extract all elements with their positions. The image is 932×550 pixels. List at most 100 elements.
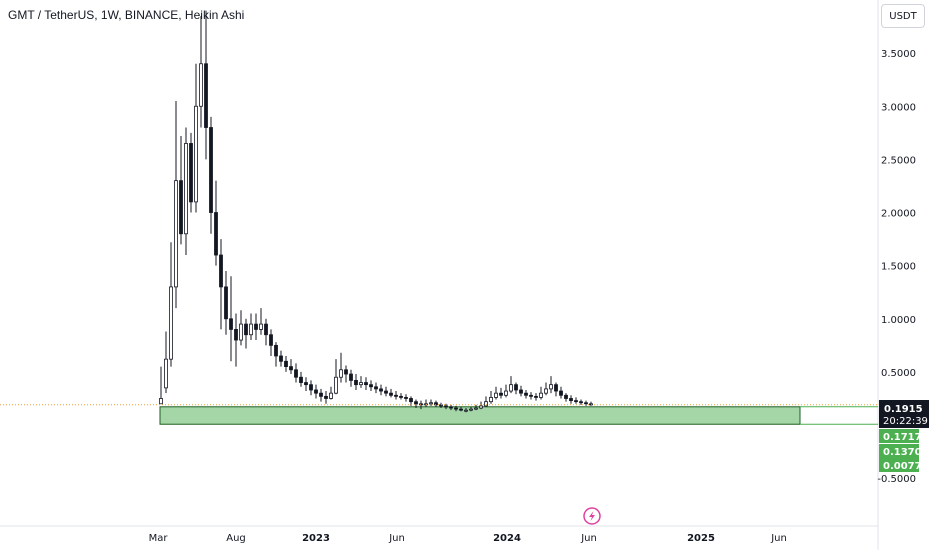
candle bbox=[174, 180, 178, 288]
candle bbox=[354, 380, 358, 386]
candle bbox=[209, 127, 213, 213]
candle bbox=[569, 398, 573, 402]
candle bbox=[489, 397, 493, 403]
candle bbox=[539, 392, 543, 398]
candle bbox=[244, 323, 248, 336]
candle bbox=[214, 212, 218, 256]
candle bbox=[279, 355, 283, 362]
price-tick-label: 1.5000 bbox=[881, 262, 916, 273]
candle bbox=[219, 254, 223, 288]
candle bbox=[199, 63, 203, 107]
candle bbox=[239, 323, 243, 341]
candle bbox=[404, 397, 408, 399]
candle bbox=[324, 395, 328, 399]
time-tick-label: 2024 bbox=[493, 533, 521, 544]
candle bbox=[189, 143, 193, 203]
candle bbox=[474, 407, 478, 410]
candle bbox=[349, 373, 353, 381]
price-axis[interactable]: 3.5000 3.0000 2.5000 2.0000 1.5000 1.0000 0.50… bbox=[877, 49, 916, 485]
candle bbox=[409, 398, 413, 403]
support-zone-layer bbox=[159, 406, 878, 425]
candle bbox=[514, 384, 518, 391]
support-zone[interactable] bbox=[159, 406, 801, 425]
candle bbox=[504, 390, 508, 396]
candle bbox=[194, 105, 198, 203]
currency-button[interactable]: USDT bbox=[881, 4, 925, 28]
candle bbox=[494, 392, 498, 398]
candle bbox=[339, 369, 343, 378]
candle bbox=[509, 384, 513, 392]
candle bbox=[254, 323, 258, 330]
candle bbox=[164, 358, 168, 389]
level-label: 0.0077 bbox=[883, 461, 922, 472]
price-tick-label: -0.5000 bbox=[877, 474, 916, 485]
candles bbox=[159, 10, 593, 413]
candle bbox=[329, 392, 333, 399]
candle bbox=[224, 286, 228, 320]
candle bbox=[249, 323, 253, 336]
candle bbox=[289, 366, 293, 371]
candle bbox=[304, 382, 308, 386]
candle bbox=[269, 334, 273, 346]
bar-countdown-label: 20:22:39 bbox=[883, 416, 928, 427]
candle bbox=[544, 388, 548, 394]
candle bbox=[334, 376, 338, 394]
candle bbox=[374, 386, 378, 390]
current-price-badge bbox=[879, 400, 929, 428]
candle bbox=[564, 394, 568, 399]
candle bbox=[344, 369, 348, 375]
chart-title: GMT / TetherUS, 1W, BINANCE, Heikin Ashi bbox=[8, 8, 245, 22]
level-badge bbox=[879, 458, 919, 472]
candle bbox=[479, 405, 483, 409]
candle bbox=[169, 286, 173, 360]
candle bbox=[444, 405, 448, 408]
candle bbox=[454, 407, 458, 410]
candle bbox=[519, 389, 523, 394]
candle bbox=[234, 329, 238, 341]
candle bbox=[359, 382, 363, 386]
level-label: 0.1370 bbox=[883, 447, 922, 458]
candle bbox=[294, 369, 298, 378]
candle bbox=[579, 401, 583, 404]
candle bbox=[464, 409, 468, 412]
time-tick-label: Jun bbox=[580, 533, 597, 544]
candle bbox=[529, 394, 533, 397]
candle bbox=[554, 384, 558, 392]
price-tick-label: 3.5000 bbox=[881, 49, 916, 60]
tradingview-lightning-icon[interactable] bbox=[583, 507, 601, 525]
candle bbox=[384, 390, 388, 394]
time-tick-label: Jun bbox=[770, 533, 787, 544]
candle bbox=[399, 395, 403, 398]
candle bbox=[534, 395, 538, 398]
price-tick-label: 1.0000 bbox=[881, 315, 916, 326]
time-axis[interactable]: Mar Aug 2023 Jun 2024 Jun 2025 Jun bbox=[149, 533, 787, 544]
candle bbox=[414, 401, 418, 405]
candle bbox=[319, 392, 323, 397]
time-tick-label: Aug bbox=[226, 533, 246, 544]
candle bbox=[559, 390, 563, 396]
candle bbox=[369, 384, 373, 388]
level-label: 0.1717 bbox=[883, 432, 922, 443]
candle bbox=[274, 344, 278, 357]
candle bbox=[364, 382, 368, 386]
candle bbox=[379, 388, 383, 392]
candle bbox=[159, 398, 163, 405]
candle bbox=[264, 323, 268, 336]
time-tick-label: 2023 bbox=[302, 533, 330, 544]
price-tick-label: 0.5000 bbox=[881, 368, 916, 379]
candle bbox=[499, 392, 503, 396]
time-tick-label: Mar bbox=[149, 533, 169, 544]
candle bbox=[309, 384, 313, 391]
price-tick-label: 2.0000 bbox=[881, 209, 916, 220]
current-price-label: 0.1915 bbox=[884, 404, 923, 415]
candle bbox=[184, 143, 188, 235]
time-tick-label: Jun bbox=[388, 533, 405, 544]
time-tick-label: 2025 bbox=[687, 533, 715, 544]
candle bbox=[389, 392, 393, 396]
price-tick-label: 3.0000 bbox=[881, 102, 916, 113]
candle bbox=[204, 63, 208, 128]
candle bbox=[459, 408, 463, 411]
candle bbox=[259, 323, 263, 330]
